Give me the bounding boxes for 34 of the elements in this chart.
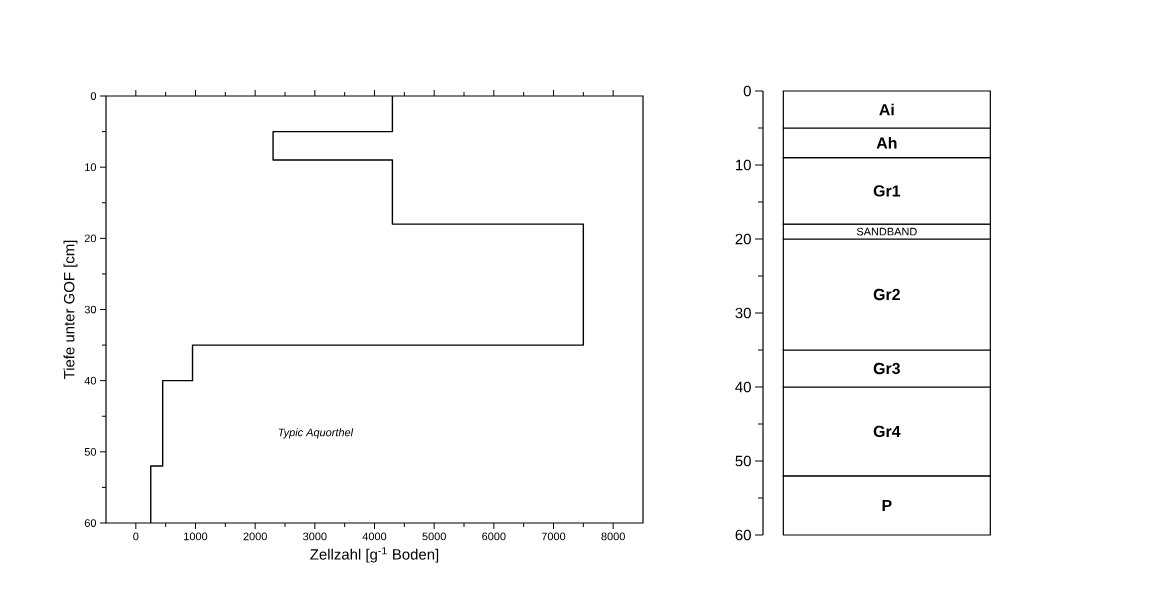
- y-tick-label: 0: [90, 92, 97, 100]
- y-tick-label: 30: [84, 305, 97, 314]
- x-tick-label: 0: [133, 532, 139, 541]
- x-tick-label: 4000: [362, 532, 387, 541]
- series-label: Gr4: [873, 425, 901, 438]
- x-axis-title: Zellzahl [g$^{-1}$ Boden]: [310, 547, 439, 563]
- series-label: Gr3: [873, 362, 900, 375]
- y-tick-label: 0: [743, 85, 751, 97]
- x-tick-label: 1000: [184, 532, 208, 541]
- x-tick-label: 8000: [601, 532, 625, 541]
- y-tick-label: 50: [84, 447, 97, 456]
- annotation: Typic Aquorthel: [278, 428, 354, 439]
- y-tick-label: 40: [735, 381, 751, 393]
- y-tick-label: 40: [84, 376, 97, 385]
- y-axis-title: Tiefe unter GOF [cm]: [63, 240, 78, 380]
- series-label: Ah: [876, 137, 897, 149]
- y-tick-label: 20: [84, 234, 97, 243]
- y-tick-label: 10: [736, 159, 751, 171]
- y-tick-label: 20: [735, 233, 751, 245]
- y-tick-label: 50: [735, 455, 751, 467]
- series-label: SANDBAND: [856, 227, 917, 236]
- y-tick-label: 10: [85, 163, 97, 172]
- x-tick-label: 3000: [303, 532, 327, 541]
- y-tick-label: 30: [735, 307, 751, 319]
- series-label: Gr1: [873, 185, 901, 197]
- x-tick-label: 7000: [541, 532, 566, 541]
- x-tick-label: 2000: [243, 532, 267, 541]
- series-label: Ai: [879, 103, 894, 116]
- y-tick-label: 60: [735, 529, 751, 541]
- series-label: P: [882, 499, 892, 511]
- series-label: Gr2: [873, 288, 900, 301]
- y-tick-label: 60: [84, 519, 97, 527]
- x-tick-label: 6000: [482, 532, 506, 541]
- x-tick-label: 5000: [422, 532, 446, 541]
